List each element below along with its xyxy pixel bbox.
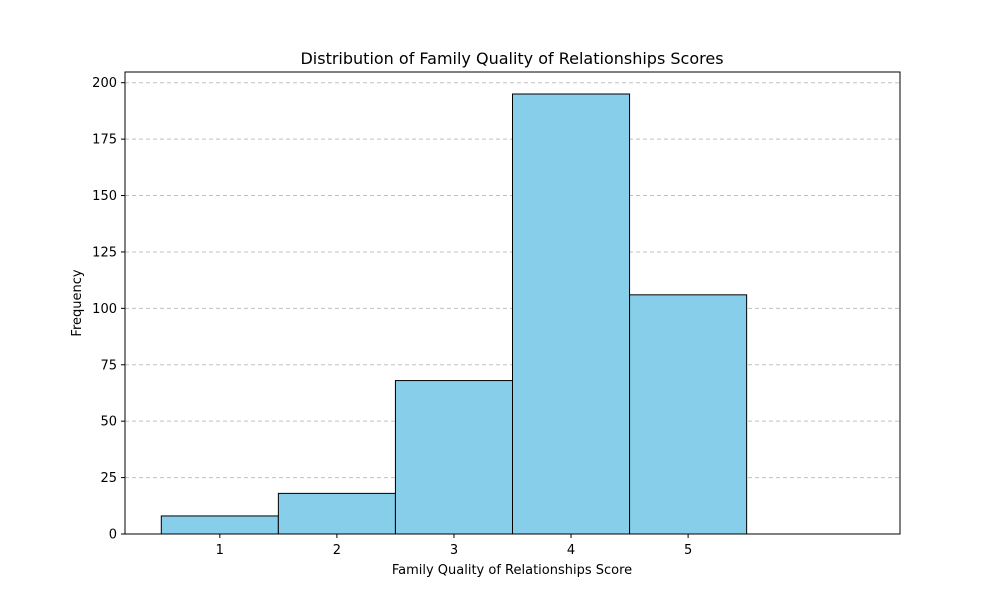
- plot-frame: [124, 71, 901, 535]
- y-tick-label-200: 200: [92, 76, 117, 91]
- y-tick-label-150: 150: [92, 189, 117, 204]
- y-tick-label-0: 0: [109, 528, 117, 543]
- y-ticks: 0 25 50 75 100 125 150 175 200: [92, 76, 125, 543]
- x-tick-label-1: 1: [216, 543, 224, 558]
- y-tick-label-75: 75: [100, 358, 117, 373]
- bar-1: [160, 515, 279, 535]
- y-tick-label-125: 125: [92, 245, 117, 260]
- x-tick-label-5: 5: [684, 543, 692, 558]
- y-tick-label-100: 100: [92, 302, 117, 317]
- y-tick-label-175: 175: [92, 133, 117, 148]
- x-tick-label-3: 3: [450, 543, 458, 558]
- x-ticks: 1 2 3 4 5: [216, 534, 692, 558]
- bar-4: [512, 93, 631, 535]
- bar-3: [394, 380, 513, 535]
- bars-layer: [160, 93, 748, 535]
- bar-2: [277, 492, 396, 535]
- x-axis-label: Family Quality of Relationships Score: [392, 563, 632, 578]
- y-axis-label: Frequency: [70, 269, 85, 336]
- chart-title: Distribution of Family Quality of Relati…: [300, 49, 723, 68]
- x-tick-label-2: 2: [333, 543, 341, 558]
- y-tick-label-50: 50: [100, 415, 117, 430]
- bar-5: [629, 294, 748, 535]
- x-tick-label-4: 4: [567, 543, 575, 558]
- y-tick-label-25: 25: [100, 471, 117, 486]
